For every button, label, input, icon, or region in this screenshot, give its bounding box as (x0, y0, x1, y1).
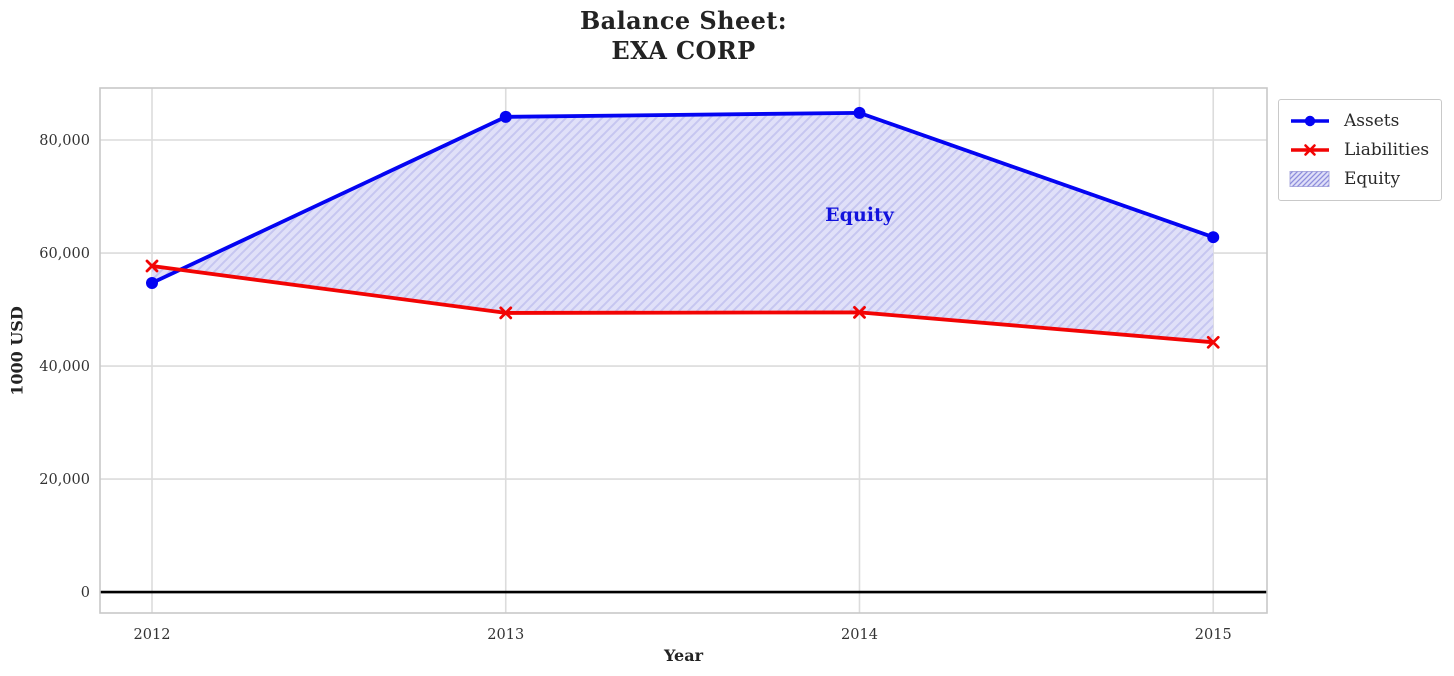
chart-title-line1: Balance Sheet: (579, 6, 788, 35)
legend: Assets Liabilities Equity (1278, 99, 1443, 201)
legend-label-assets: Assets (1344, 111, 1400, 131)
legend-item-assets: Assets (1289, 108, 1429, 134)
legend-item-equity: Equity (1289, 166, 1429, 192)
x-tick-label: 2013 (487, 627, 524, 643)
legend-label-liabilities: Liabilities (1344, 140, 1430, 160)
assets-line-swatch-icon (1291, 115, 1329, 127)
x-tick-label: 2015 (1195, 627, 1232, 643)
legend-label-equity: Equity (1344, 169, 1401, 189)
chart-title-line2: EXA CORP (611, 36, 756, 65)
y-axis-label: 1000 USD (7, 306, 27, 396)
x-tick-label: 2014 (841, 627, 878, 643)
y-tick-label: 60,000 (39, 246, 90, 262)
liabilities-line-swatch-icon (1291, 144, 1329, 156)
equity-hatch-swatch-icon (1289, 171, 1330, 187)
y-tick-label: 40,000 (39, 359, 90, 375)
x-tick-label: 2012 (134, 627, 171, 643)
x-axis-label: Year (663, 646, 703, 665)
legend-item-liabilities: Liabilities (1289, 137, 1429, 163)
chart-title: Balance Sheet: EXA CORP (100, 6, 1267, 66)
y-tick-label: 80,000 (39, 133, 90, 149)
y-tick-label: 20,000 (39, 472, 90, 488)
y-tick-label: 0 (81, 585, 90, 601)
equity-annotation: Equity (825, 204, 895, 226)
